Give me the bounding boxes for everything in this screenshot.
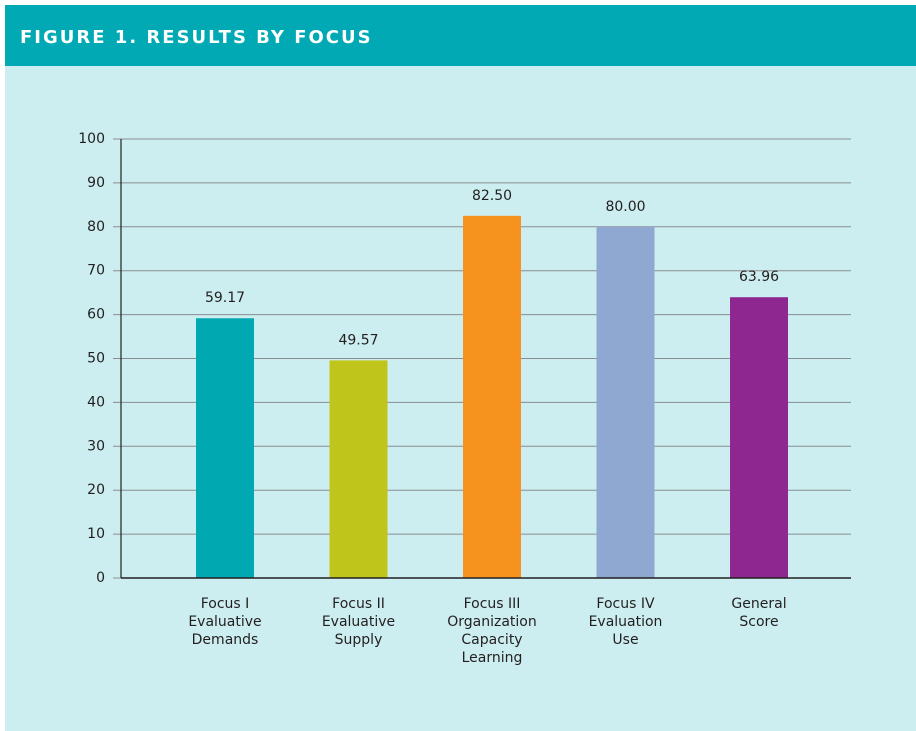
- bar: [596, 226, 655, 579]
- x-tick-label: Use: [612, 632, 638, 648]
- value-label: 49.57: [338, 332, 378, 348]
- y-tick-label: 20: [87, 482, 105, 498]
- value-label: 59.17: [205, 290, 245, 306]
- y-tick-label: 70: [87, 263, 105, 279]
- value-label: 82.50: [472, 188, 512, 204]
- y-tick-label: 10: [87, 526, 105, 542]
- chart-title: FIGURE 1. RESULTS BY FOCUS: [20, 27, 373, 48]
- x-tick-label: Focus IV: [596, 596, 655, 612]
- bar: [196, 318, 254, 578]
- x-tick-label: Score: [739, 614, 778, 630]
- y-tick-label: 80: [87, 219, 105, 235]
- x-tick-label: Organization: [447, 614, 537, 630]
- y-tick-label: 50: [87, 351, 105, 367]
- y-tick-label: 40: [87, 394, 105, 410]
- bar: [463, 215, 521, 578]
- x-tick-label: Learning: [462, 650, 523, 666]
- x-tick-label: Evaluative: [322, 614, 395, 630]
- y-tick-label: 90: [87, 175, 105, 191]
- header-band: [5, 5, 916, 66]
- x-tick-label: Supply: [335, 632, 383, 648]
- x-tick-label: Focus II: [332, 596, 385, 612]
- x-tick-label: Demands: [192, 632, 259, 648]
- value-label: 63.96: [739, 269, 779, 285]
- x-tick-label: Capacity: [461, 632, 522, 648]
- y-tick-label: 0: [96, 570, 105, 586]
- y-tick-label: 30: [87, 438, 105, 454]
- y-tick-label: 60: [87, 307, 105, 323]
- x-tick-label: Focus I: [201, 596, 250, 612]
- x-tick-label: Focus III: [464, 596, 521, 612]
- x-tick-label: General: [731, 596, 786, 612]
- x-tick-label: Evaluation: [589, 614, 663, 630]
- x-tick-label: Evaluative: [188, 614, 261, 630]
- y-tick-label: 100: [78, 131, 105, 147]
- bar: [329, 360, 388, 578]
- bar: [730, 297, 788, 578]
- value-label: 80.00: [605, 199, 645, 215]
